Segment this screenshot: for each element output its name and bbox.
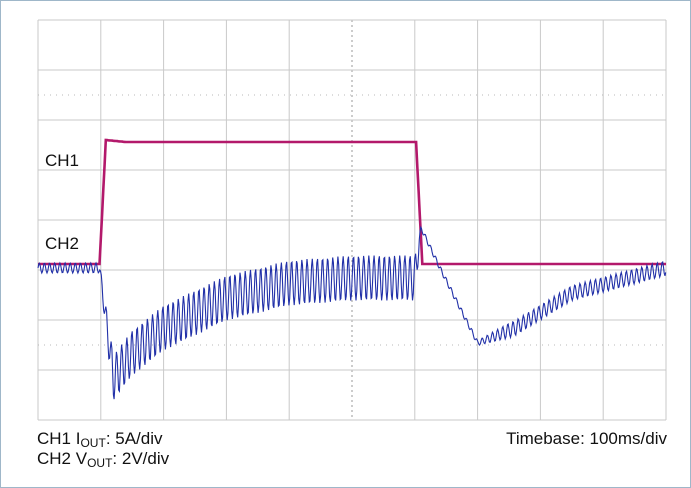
ch2-scale-label: CH2 VOUT: 2V/div: [37, 449, 170, 470]
ch2-trace: [37, 225, 667, 400]
ch1-scale-label: CH1 IOUT: 5A/div: [37, 429, 163, 450]
ch1-label: CH1: [45, 151, 79, 170]
ch1-trace: [38, 138, 666, 266]
grid: [37, 19, 667, 421]
ch2-label: CH2: [45, 234, 79, 253]
timebase-label: Timebase: 100ms/div: [506, 429, 667, 448]
traces: [37, 138, 667, 400]
